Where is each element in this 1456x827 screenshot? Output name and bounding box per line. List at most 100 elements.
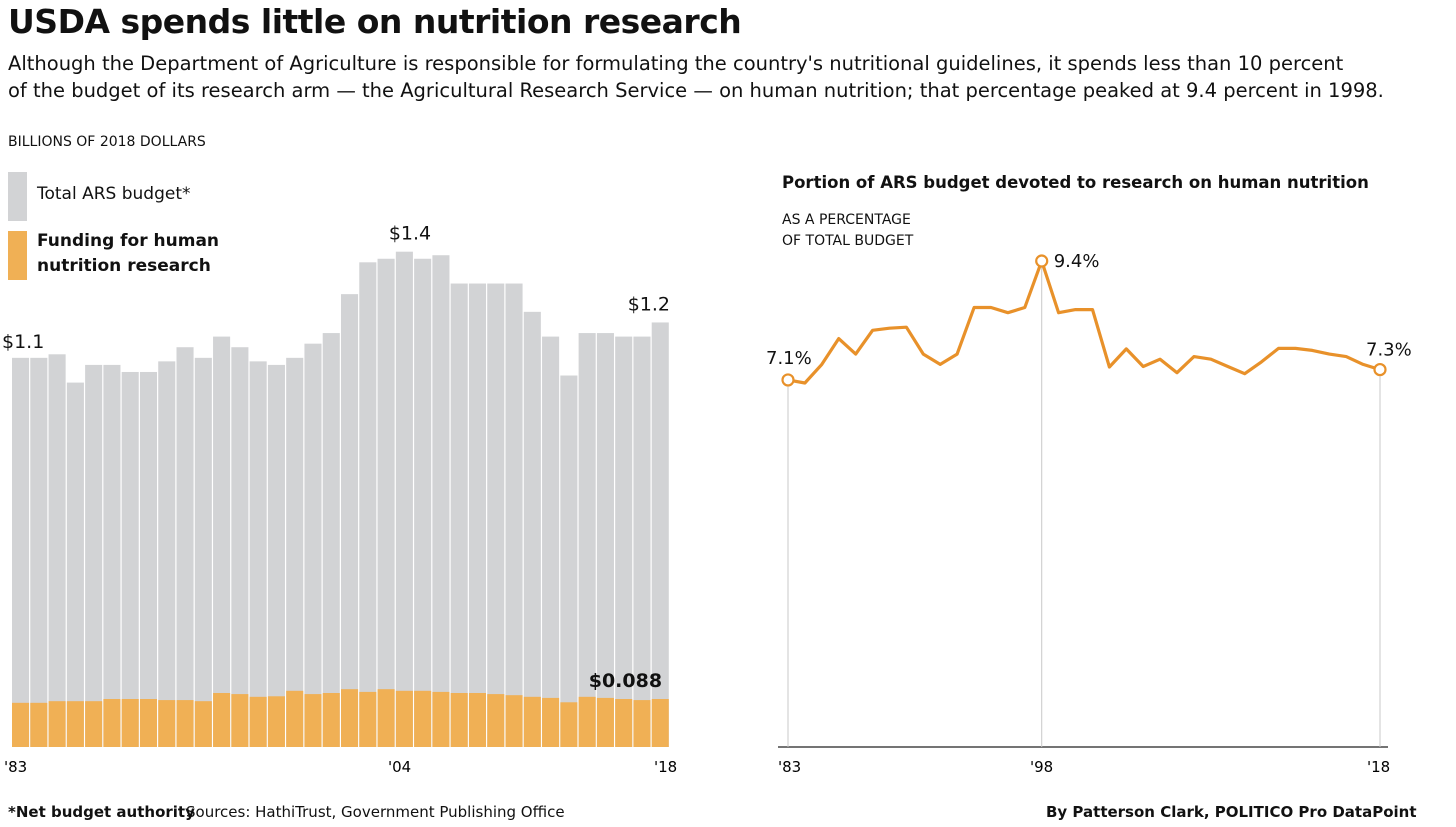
bar-total-2009 [487,283,505,747]
line-xtick-1998: '98 [1030,758,1053,776]
bar-total-1990 [139,371,158,747]
bar-nutrition-1994 [213,693,231,747]
credit: By Patterson Clark, POLITICO Pro DataPoi… [1046,803,1417,821]
bar-total-1999 [304,343,322,747]
bar-total-2006 [432,255,450,747]
bar-nutrition-1987 [85,701,103,747]
bar-nutrition-1992 [176,700,194,747]
bar-total-1985 [48,354,66,747]
bar-total-2014 [578,333,596,747]
bar-nutrition-2011 [523,696,541,747]
bar-total-2008 [468,283,487,747]
marker-1998 [1035,254,1049,268]
bar-total-2004 [395,251,413,748]
bar-total-1986 [66,382,84,747]
bar-nutrition-1989 [121,699,139,747]
bar-nutrition-2016 [615,699,633,747]
bar-nutrition-1984 [30,702,48,747]
bar-nutrition-2009 [487,694,505,747]
bar-total-2002 [359,262,377,747]
marker-1983 [781,373,795,387]
bar-nutrition-2013 [560,702,578,747]
bar-total-2013 [560,375,578,747]
bar-xtick-2004: '04 [388,758,411,776]
bar-nutrition-1983 [12,702,30,747]
bar-xtick-1983: '83 [4,758,27,776]
bar-nutrition-2005 [414,690,432,747]
bar-nutrition-2008 [468,693,487,747]
bar-nutrition-1986 [66,701,84,747]
bar-total-1997 [267,364,285,747]
bar-total-1984 [30,357,48,747]
bar-total-1992 [176,347,194,747]
bar-nutrition-1995 [231,694,249,747]
line-annotation-1983: 7.1% [766,348,812,369]
bar-nutrition-1985 [48,701,66,747]
subtitle-line-2: of the budget of its research arm — the … [8,79,1384,102]
bar-total-2001 [341,294,359,747]
bar-nutrition-2006 [432,691,450,747]
bar-annotation-2018: $1.2 [628,293,670,315]
line-annotation-2018: 7.3% [1366,340,1412,361]
bar-total-1983 [12,357,30,747]
line-xtick-1983: '83 [778,758,801,776]
bar-xtick-2018: '18 [654,758,677,776]
bar-chart: $1.1 $1.4 $1.2 $0.088 [2,223,670,748]
bar-total-2007 [450,283,468,747]
nutrition-percentage-line [787,259,1381,385]
bar-nutrition-1990 [139,699,158,747]
bar-total-1994 [213,336,231,747]
bar-nutrition-1993 [194,701,212,747]
line-chart-title: Portion of ARS budget devoted to researc… [782,173,1369,192]
bar-nutrition-2001 [341,689,359,747]
bar-chart-unit-label: BILLIONS OF 2018 DOLLARS [8,134,206,150]
subtitle-line-1: Although the Department of Agriculture i… [8,52,1344,75]
bar-nutrition-2004 [395,690,413,747]
bar-total-1988 [103,364,121,747]
bar-total-2010 [505,283,523,747]
legend-label-total: Total ARS budget* [37,184,191,204]
bar-nutrition-1998 [286,690,304,747]
bar-annotation-2018: $0.088 [589,670,662,692]
bar-nutrition-2000 [322,693,340,747]
bar-nutrition-2014 [578,696,596,747]
sources: Sources: HathiTrust, Government Publishi… [186,803,565,821]
bar-nutrition-2002 [359,691,377,747]
marker-2018 [1373,362,1387,377]
legend-label-nutrition-line2: nutrition research [37,256,211,276]
bar-total-2015 [596,333,614,747]
line-chart: 7.1% 9.4% 7.3% [766,251,1412,748]
bar-nutrition-1991 [158,700,176,747]
footnote: *Net budget authority [8,803,195,821]
line-chart-unit-line1: AS A PERCENTAGE [782,212,911,228]
legend-label-nutrition-line1: Funding for human [37,231,220,251]
line-chart-unit-line2: OF TOTAL BUDGET [782,233,914,249]
bar-nutrition-2003 [377,689,395,747]
bar-total-1991 [158,361,176,747]
bar-nutrition-2018 [651,699,669,747]
bar-total-2000 [322,333,340,747]
page-title: USDA spends little on nutrition research [8,2,742,41]
bar-total-1996 [249,361,267,747]
legend-swatch-nutrition [8,231,27,280]
bar-total-1989 [121,371,139,747]
line-annotation-1998: 9.4% [1054,251,1100,272]
bar-total-2017 [633,336,651,747]
bar-total-2011 [523,311,541,747]
bar-annotation-1983: $1.1 [2,331,44,353]
bar-total-2012 [542,336,560,747]
bar-nutrition-2017 [633,700,651,747]
bar-total-2018 [651,322,669,747]
bar-nutrition-1996 [249,696,267,747]
bar-total-2003 [377,258,395,747]
bar-total-1998 [286,357,304,747]
bar-total-2005 [414,258,432,747]
bar-annotation-2004: $1.4 [389,223,431,245]
line-xtick-2018: '18 [1367,758,1390,776]
legend-label-nutrition: Funding for human nutrition research [37,229,219,279]
bar-nutrition-2007 [450,693,468,747]
bar-nutrition-1997 [267,696,285,747]
bar-nutrition-1988 [103,699,121,747]
bar-total-2016 [615,336,633,747]
